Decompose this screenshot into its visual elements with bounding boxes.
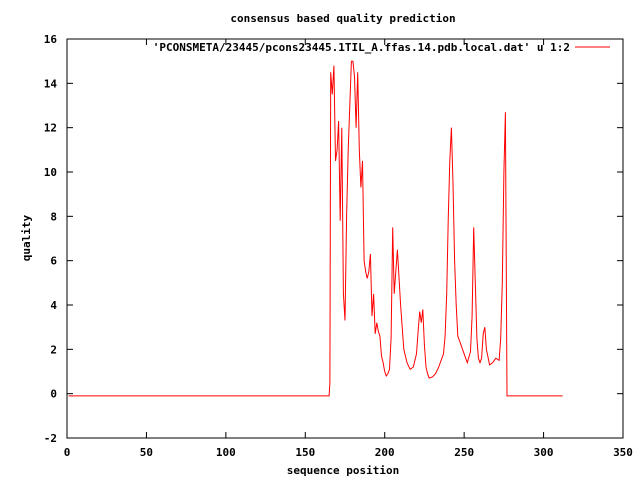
x-tick-label: 50: [140, 446, 153, 459]
x-tick-label: 300: [534, 446, 554, 459]
y-tick-label: 12: [44, 122, 57, 135]
y-tick-label: 4: [50, 299, 57, 312]
y-tick-label: 6: [50, 255, 57, 268]
y-tick-label: -2: [44, 432, 57, 445]
y-tick-label: 2: [50, 343, 57, 356]
legend-label: 'PCONSMETA/23445/pcons23445.1TIL_A.ffas.…: [153, 41, 570, 54]
x-axis-label: sequence position: [287, 464, 400, 477]
x-ticks: 0 50 100 150 200 250 300 350: [64, 39, 633, 459]
plot-frame: [66, 38, 624, 439]
x-tick-label: 150: [295, 446, 315, 459]
y-ticks: -2 0 2 4 6 8 10 12 14 16: [44, 33, 623, 445]
x-tick-label: 350: [613, 446, 633, 459]
y-tick-label: 10: [44, 166, 57, 179]
y-tick-label: 0: [50, 388, 57, 401]
y-tick-label: 16: [44, 33, 58, 46]
x-tick-label: 250: [454, 446, 474, 459]
legend: 'PCONSMETA/23445/pcons23445.1TIL_A.ffas.…: [153, 41, 610, 54]
x-tick-label: 100: [216, 446, 236, 459]
chart-title: consensus based quality prediction: [230, 12, 455, 25]
y-tick-label: 14: [44, 77, 58, 90]
series-line: [68, 60, 563, 397]
y-tick-label: 8: [50, 210, 57, 223]
x-tick-label: 0: [64, 446, 71, 459]
x-tick-label: 200: [375, 446, 395, 459]
y-axis-label: quality: [20, 214, 33, 261]
